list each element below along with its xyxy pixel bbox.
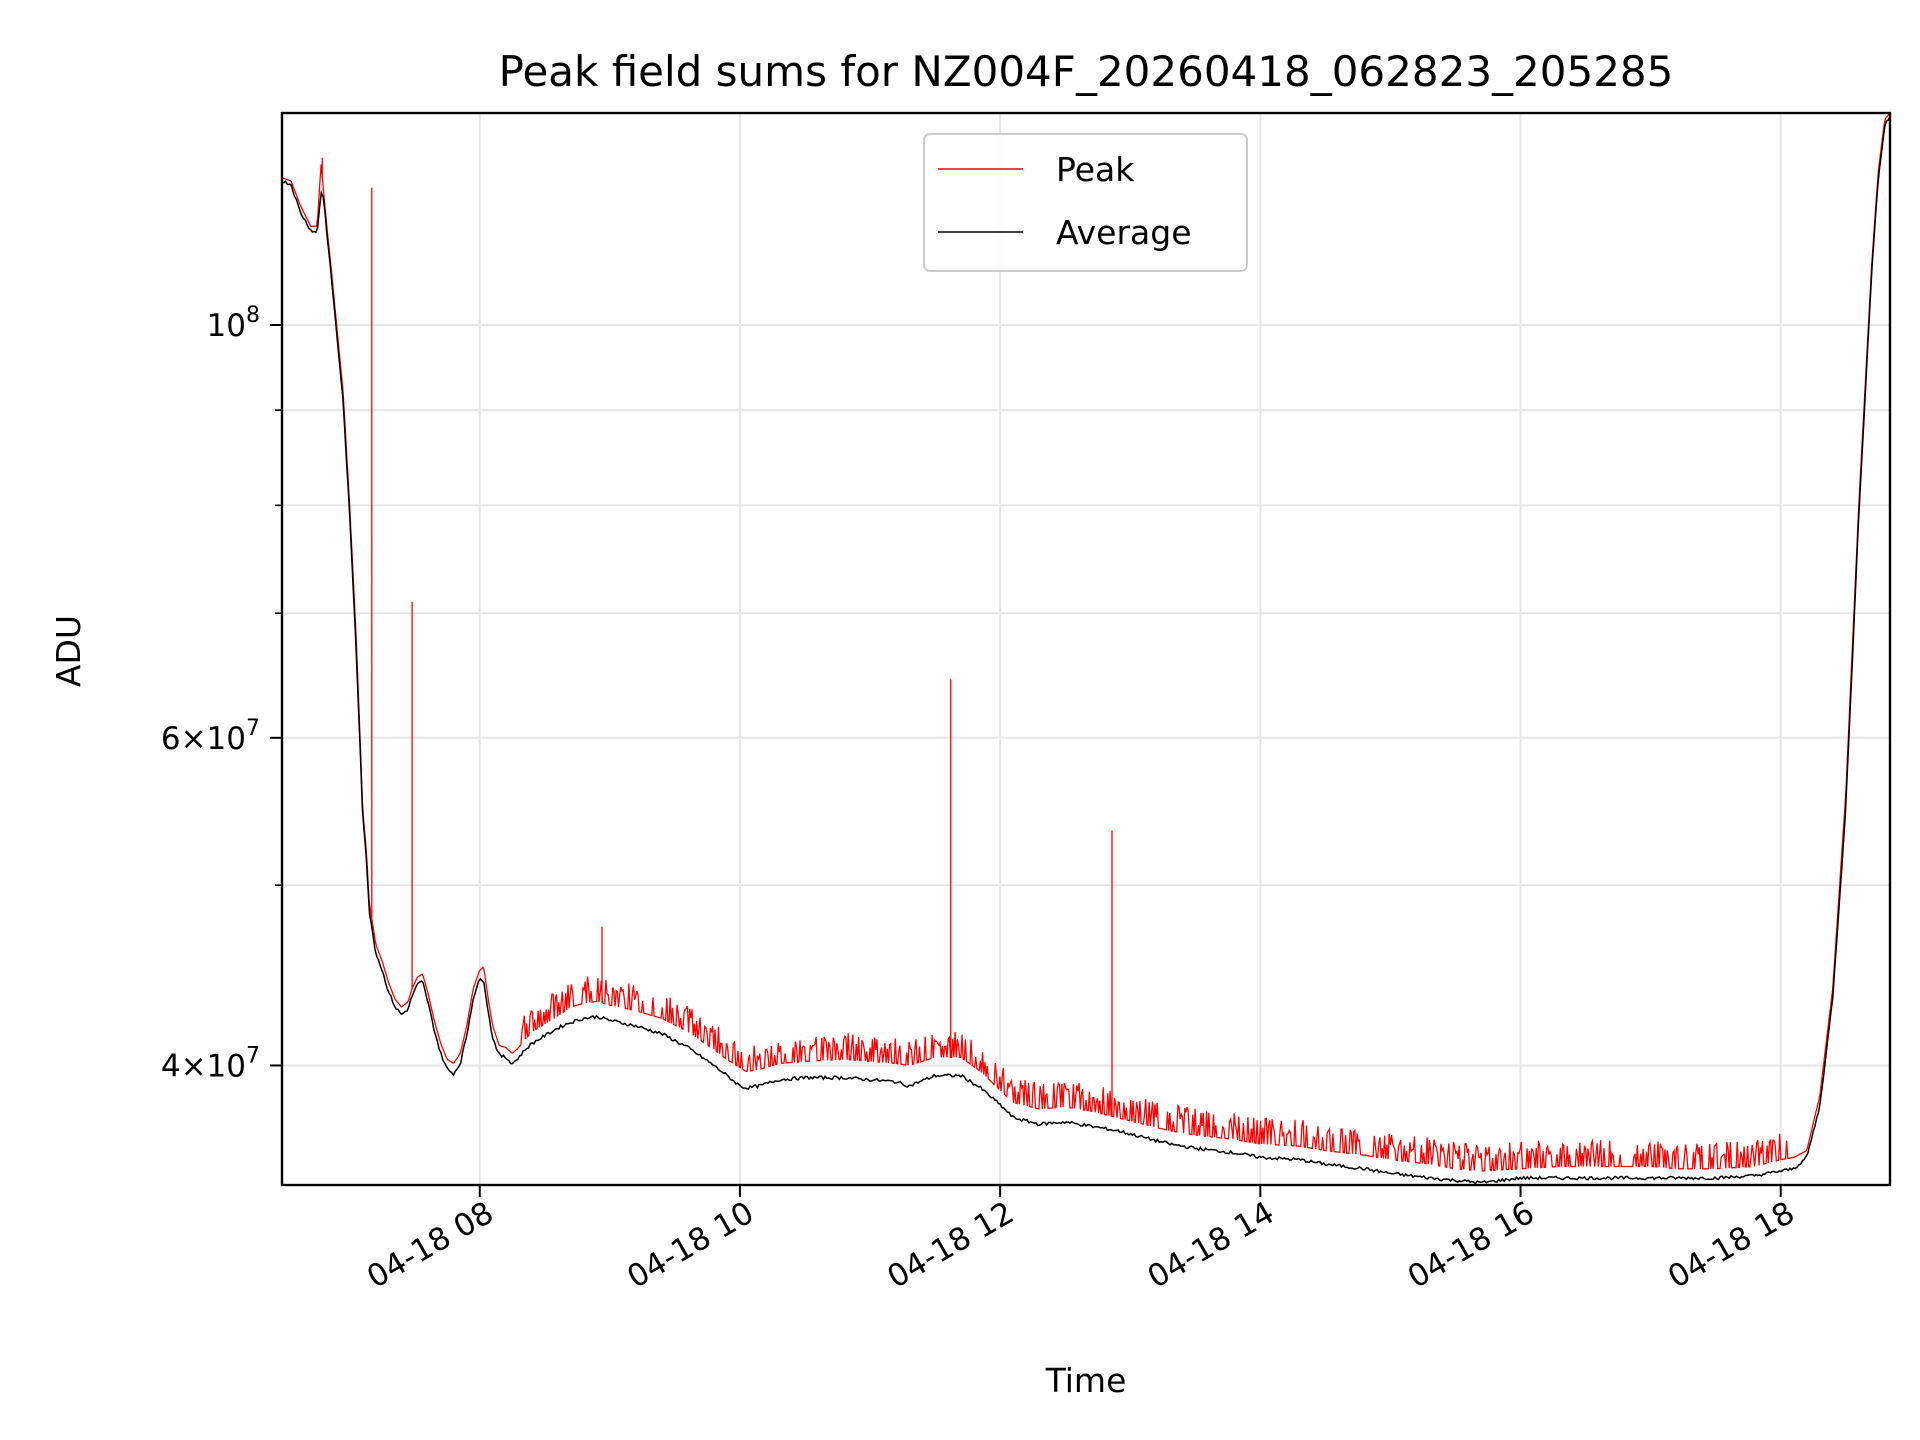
y-tick-label: 4×107 (161, 1043, 260, 1084)
legend-average-label: Average (1056, 213, 1192, 252)
y-axis-label: ADU (49, 615, 88, 687)
legend-peak-label: Peak (1056, 150, 1135, 189)
legend: Peak Average (923, 133, 1248, 272)
series-average-line (282, 115, 1890, 1185)
y-tick-label: 108 (207, 303, 260, 344)
axes-frame (280, 111, 1892, 1187)
y-axis: 4×107 6×107 108 (161, 303, 282, 1084)
y-tick-label: 6×107 (161, 716, 260, 757)
x-axis-label: Time (1045, 1361, 1127, 1400)
plot-area (282, 113, 1890, 1185)
grid (282, 113, 1890, 1185)
chart-title: Peak field sums for NZ004F_20260418_0628… (499, 47, 1674, 96)
